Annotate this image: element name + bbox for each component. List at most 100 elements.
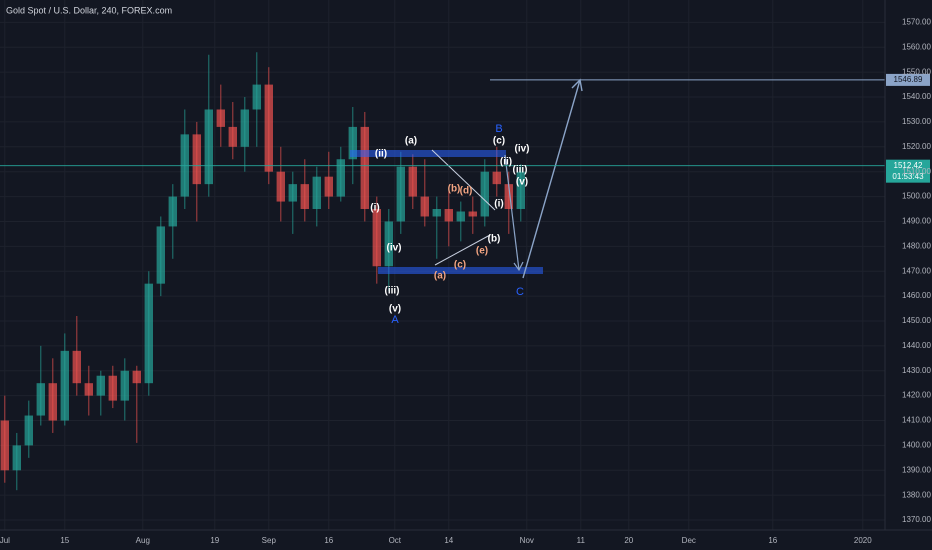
wave-label: (i) — [370, 203, 379, 214]
candle-body — [336, 159, 345, 197]
y-tick-label: 1440.00 — [902, 341, 931, 350]
candle-body — [168, 196, 177, 227]
support-zone — [378, 267, 543, 274]
candle-body — [264, 84, 273, 172]
x-tick-label: Dec — [682, 536, 696, 545]
candle-body — [300, 184, 309, 210]
candle-body — [420, 196, 429, 217]
candle-body — [408, 166, 417, 197]
candle-body — [228, 126, 237, 147]
candle-body — [108, 375, 117, 401]
wave-label: (c) — [493, 136, 505, 147]
y-tick-label: 1420.00 — [902, 391, 931, 400]
candle-body — [156, 226, 165, 284]
candle-body — [84, 383, 93, 396]
wave-label: (ii) — [375, 149, 387, 160]
wave-label: (i) — [494, 199, 503, 210]
arrow-head — [513, 261, 524, 272]
candle-body — [252, 84, 261, 110]
countdown: 01:53:43 — [892, 172, 924, 181]
wave-label: (ii) — [500, 157, 512, 168]
y-tick-label: 1490.00 — [902, 217, 931, 226]
projection-arrow — [504, 154, 520, 271]
candle-body — [216, 109, 225, 127]
x-tick-label: 20 — [624, 536, 633, 545]
x-tick-label: 19 — [210, 536, 219, 545]
wave-label: (d) — [460, 186, 473, 197]
wave-label: (iii) — [513, 165, 528, 176]
x-tick-label: 16 — [324, 536, 333, 545]
candle-body — [276, 171, 285, 202]
candle-body — [504, 184, 513, 210]
candle-body — [456, 211, 465, 222]
candle-body — [360, 126, 369, 210]
candle-body — [444, 209, 453, 222]
candle-body — [384, 221, 393, 267]
candle-body — [324, 176, 333, 197]
wave-label: C — [516, 286, 524, 298]
y-tick-label: 1380.00 — [902, 490, 931, 499]
candle-body — [396, 166, 405, 222]
x-tick-label: Sep — [262, 536, 277, 545]
wave-label: (v) — [389, 304, 401, 315]
y-tick-label: 1500.00 — [902, 192, 931, 201]
candle-body — [132, 370, 141, 384]
candle-body — [372, 209, 381, 267]
wave-label: (a) — [405, 136, 417, 147]
candle-body — [144, 283, 153, 384]
resistance-zone — [350, 150, 506, 157]
wave-label: (c) — [454, 260, 466, 271]
x-tick-label: 15 — [60, 536, 69, 545]
candle-body — [192, 134, 201, 185]
candle-body — [72, 350, 81, 384]
wave-label: (iii) — [385, 286, 400, 297]
candle-body — [204, 109, 213, 185]
wave-label: (b) — [488, 234, 501, 245]
x-tick-label: Nov — [520, 536, 534, 545]
candle-body — [312, 176, 321, 210]
y-tick-label: 1560.00 — [902, 42, 931, 51]
candle-body — [288, 184, 297, 202]
y-tick-label: 1510.00 — [902, 167, 931, 176]
candle-body — [12, 445, 21, 471]
candle-body — [468, 211, 477, 217]
candle-body — [480, 171, 489, 217]
y-tick-label: 1370.00 — [902, 515, 931, 524]
wave-label: (e) — [476, 246, 488, 257]
x-tick-label: 16 — [768, 536, 777, 545]
y-tick-label: 1390.00 — [902, 465, 931, 474]
wave-label: A — [391, 314, 399, 326]
y-tick-label: 1410.00 — [902, 416, 931, 425]
chart-title: Gold Spot / U.S. Dollar, 240, FOREX.com — [6, 5, 172, 15]
x-tick-label: Aug — [136, 536, 150, 545]
y-tick-label: 1430.00 — [902, 366, 931, 375]
candle-body — [60, 350, 69, 421]
candle-body — [48, 383, 57, 421]
candle-body — [432, 209, 441, 217]
x-tick-label: Oct — [389, 536, 402, 545]
y-tick-label: 1470.00 — [902, 266, 931, 275]
candle-body — [516, 171, 525, 210]
target-label: 1546.89 — [894, 75, 923, 84]
candle-body — [492, 171, 501, 185]
y-tick-label: 1530.00 — [902, 117, 931, 126]
candle-body — [348, 126, 357, 160]
wave-label: (iv) — [387, 243, 402, 254]
y-tick-label: 1540.00 — [902, 92, 931, 101]
y-tick-label: 1450.00 — [902, 316, 931, 325]
wave-label: B — [495, 123, 502, 135]
y-tick-label: 1520.00 — [902, 142, 931, 151]
last-price-label: 1512.42 — [894, 161, 923, 170]
candle-body — [96, 375, 105, 396]
wave-label: (a) — [434, 271, 446, 282]
wave-label: (iv) — [515, 144, 530, 155]
triangle-line — [434, 234, 491, 266]
candle-body — [36, 383, 45, 416]
wave-label: (v) — [516, 177, 528, 188]
candle-body — [24, 415, 33, 446]
x-tick-label: Jul — [0, 536, 10, 545]
target-label-box — [886, 73, 930, 86]
y-tick-label: 1460.00 — [902, 291, 931, 300]
